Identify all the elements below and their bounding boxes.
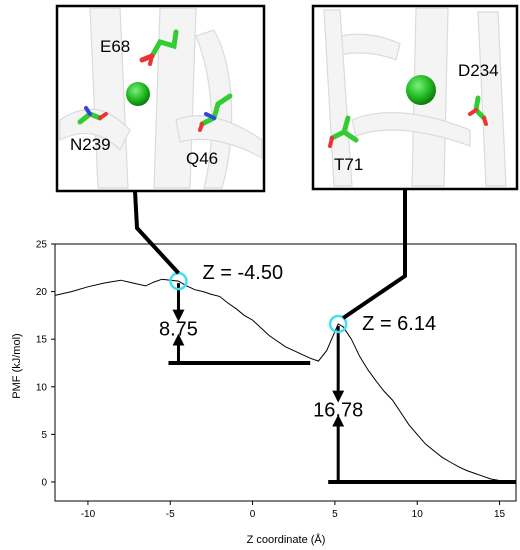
connector-right bbox=[342, 189, 407, 320]
residue-label-e68: E68 bbox=[100, 37, 130, 56]
y-tick-label: 10 bbox=[36, 382, 48, 393]
y-axis-title: PMF (kJ/mol) bbox=[11, 333, 23, 398]
residue-q46-stick bbox=[198, 93, 233, 132]
chart-annotations: 8.75 16.78 Z = -4.50 Z = 6.14 bbox=[159, 262, 516, 484]
x-tick-label: 5 bbox=[332, 509, 338, 520]
chart-series bbox=[54, 278, 517, 483]
inset-connectors bbox=[133, 189, 407, 320]
chart-ticks: -10 -5 0 5 10 15 0 5 10 15 20 25 bbox=[36, 240, 506, 521]
barrier-value-label: 8.75 bbox=[159, 319, 198, 341]
residue-t71-stick bbox=[328, 115, 359, 148]
residue-label-d234: D234 bbox=[458, 61, 499, 80]
barrier-value-label: 16.78 bbox=[313, 400, 363, 422]
x-tick-label: 10 bbox=[412, 509, 424, 520]
y-tick-label: 20 bbox=[36, 287, 48, 298]
chloride-ion bbox=[406, 75, 436, 105]
inset-left-structure: E68 N239 Q46 bbox=[55, 4, 266, 193]
protein-cartoon bbox=[59, 7, 263, 189]
residue-label-t71: T71 bbox=[334, 155, 363, 174]
z-position-label: Z = 6.14 bbox=[362, 313, 436, 335]
residue-n239-stick bbox=[77, 106, 108, 125]
connector-left bbox=[133, 190, 180, 275]
pmf-series-line bbox=[54, 278, 517, 483]
minimum-marker bbox=[328, 314, 348, 334]
plot-frame bbox=[54, 243, 517, 502]
y-tick-label: 5 bbox=[41, 430, 47, 441]
y-tick-label: 25 bbox=[36, 240, 48, 251]
x-tick-label: 0 bbox=[250, 509, 256, 520]
residue-label-n239: N239 bbox=[70, 135, 111, 154]
residue-d234-stick bbox=[468, 95, 488, 126]
x-tick-label: -5 bbox=[166, 509, 175, 520]
z-position-label: Z = -4.50 bbox=[202, 262, 283, 284]
residue-e68-stick bbox=[139, 29, 179, 66]
chloride-ion bbox=[126, 82, 150, 106]
x-axis-title: Z coordinate (Å) bbox=[247, 533, 326, 546]
y-tick-label: 15 bbox=[36, 335, 48, 346]
x-tick-label: 15 bbox=[494, 509, 506, 520]
inset-right-structure: D234 T71 bbox=[311, 4, 519, 191]
x-tick-label: -10 bbox=[81, 509, 96, 520]
pmf-chart: -10 -5 0 5 10 15 0 5 10 15 20 25 8.75 16.78 Z = -4.50… bbox=[36, 240, 517, 521]
chart-axes bbox=[54, 243, 517, 502]
protein-cartoon bbox=[323, 7, 507, 187]
minimum-marker bbox=[169, 271, 188, 291]
y-tick-label: 0 bbox=[41, 477, 47, 488]
residue-label-q46: Q46 bbox=[186, 149, 218, 168]
